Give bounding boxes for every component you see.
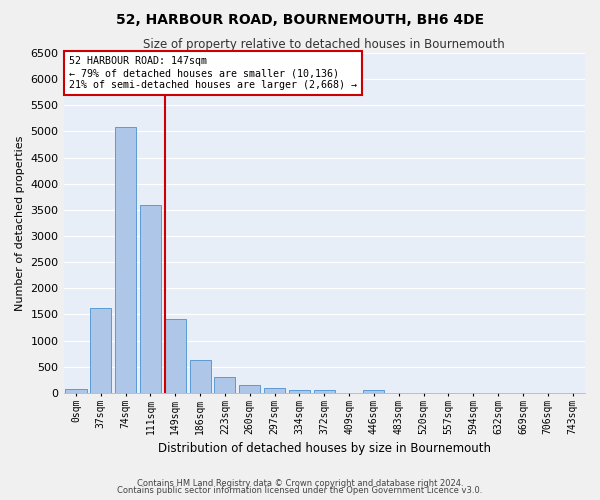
Bar — [289, 390, 310, 393]
Bar — [65, 389, 86, 393]
Bar — [314, 390, 335, 393]
Bar — [239, 385, 260, 393]
Title: Size of property relative to detached houses in Bournemouth: Size of property relative to detached ho… — [143, 38, 505, 51]
Bar — [140, 204, 161, 393]
Bar — [190, 360, 211, 393]
Y-axis label: Number of detached properties: Number of detached properties — [15, 136, 25, 310]
Bar — [90, 308, 112, 393]
X-axis label: Distribution of detached houses by size in Bournemouth: Distribution of detached houses by size … — [158, 442, 491, 455]
Text: 52 HARBOUR ROAD: 147sqm
← 79% of detached houses are smaller (10,136)
21% of sem: 52 HARBOUR ROAD: 147sqm ← 79% of detache… — [69, 56, 357, 90]
Text: 52, HARBOUR ROAD, BOURNEMOUTH, BH6 4DE: 52, HARBOUR ROAD, BOURNEMOUTH, BH6 4DE — [116, 12, 484, 26]
Bar — [264, 388, 285, 393]
Text: Contains HM Land Registry data © Crown copyright and database right 2024.: Contains HM Land Registry data © Crown c… — [137, 478, 463, 488]
Bar — [214, 377, 235, 393]
Bar — [115, 128, 136, 393]
Bar — [165, 319, 186, 393]
Bar — [364, 390, 385, 393]
Text: Contains public sector information licensed under the Open Government Licence v3: Contains public sector information licen… — [118, 486, 482, 495]
